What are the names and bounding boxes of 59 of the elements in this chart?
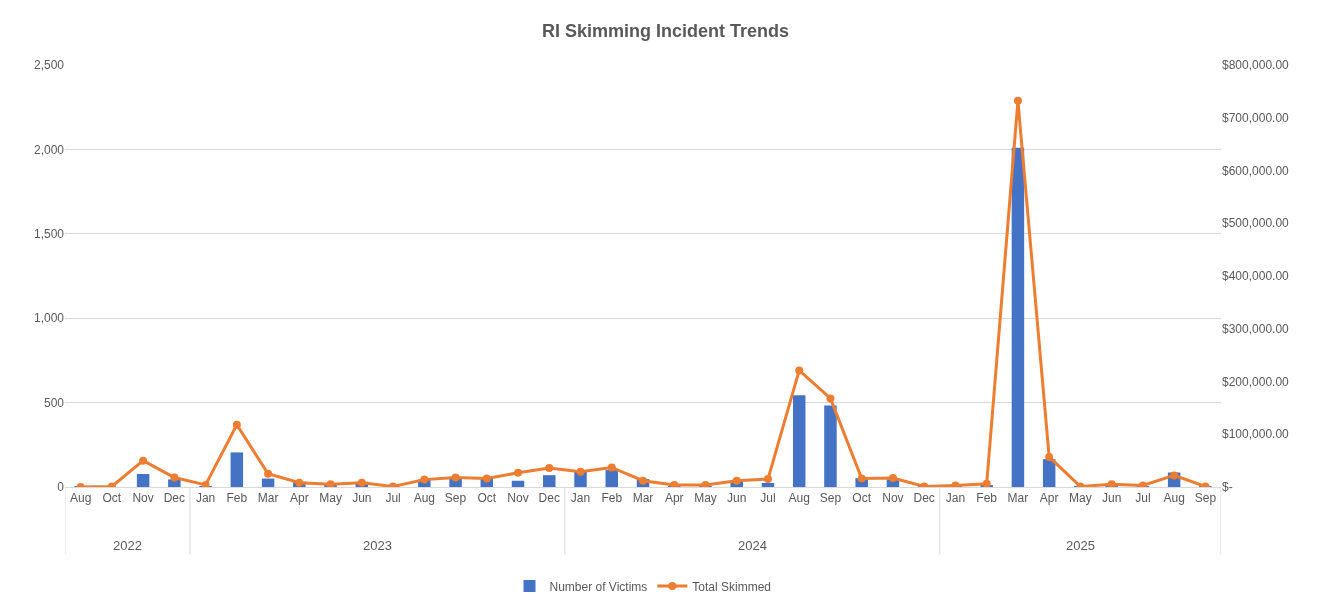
x-tick-label: Apr: [1039, 491, 1059, 506]
x-tick-label: Jul: [760, 491, 776, 506]
x-tick-label: Jul: [1135, 491, 1151, 506]
x-tick-label: Mar: [632, 491, 654, 506]
x-tick-label: Jul: [385, 491, 401, 506]
y2-tick-label: $800,000.00: [1222, 58, 1290, 73]
y2-tick-label: $300,000.00: [1222, 321, 1290, 336]
x-tick-label: Aug: [69, 491, 92, 506]
x-tick-label: Feb: [226, 491, 248, 506]
x-tick-label: Jan: [945, 491, 966, 506]
x-tick-label: May: [1069, 491, 1092, 506]
x-tick-label: Nov: [882, 491, 904, 506]
y2-tick-label: $500,000.00: [1222, 216, 1290, 231]
x-tick-label: Sep: [444, 491, 467, 506]
y2-tick-label: $100,000.00: [1222, 427, 1290, 442]
x-tick-label: Oct: [852, 491, 872, 506]
y-tick-label: 1,500: [33, 227, 65, 241]
x-tick-label: Dec: [163, 491, 186, 506]
x-tick-label: May: [319, 491, 342, 506]
x-tick-label: Sep: [819, 491, 842, 506]
y2-tick-label: $700,000.00: [1222, 110, 1290, 125]
x-tick-label: Dec: [538, 491, 560, 506]
y2-tick-label: $600,000.00: [1222, 163, 1290, 178]
x-tick-label: Mar: [1007, 491, 1029, 506]
x-tick-label: Jan: [570, 491, 591, 506]
y-tick-label: 0: [57, 480, 65, 495]
text: 2022: [113, 538, 142, 553]
y2-tick-label: $200,000.00: [1222, 374, 1290, 389]
y-tick-label: 1,000: [33, 311, 65, 326]
x-tick-label: Aug: [788, 491, 810, 506]
x-tick-label: Apr: [664, 491, 684, 506]
y-tick-label: 2,000: [33, 142, 65, 157]
x-tick-label: Jan: [195, 491, 216, 506]
y-tick-label: 2,500: [33, 58, 65, 73]
x-tick-label: Apr: [289, 491, 309, 506]
x-tick-label: Oct: [102, 491, 122, 506]
y2-tick-label: $-: [1222, 480, 1233, 495]
y2-tick-label: $400,000.00: [1222, 269, 1290, 284]
text: 2025: [1066, 538, 1095, 553]
text: 2023: [363, 538, 392, 553]
x-tick-label: Jun: [352, 491, 372, 506]
x-tick-label: Aug: [413, 491, 435, 506]
x-tick-label: Mar: [257, 491, 279, 506]
x-tick-label: Sep: [1194, 491, 1217, 506]
x-tick-label: Aug: [1163, 491, 1185, 506]
x-tick-label: Nov: [507, 491, 529, 506]
x-tick-label: Nov: [132, 491, 154, 506]
x-tick-label: Jun: [727, 491, 747, 506]
x-tick-label: Jun: [1101, 491, 1122, 506]
x-tick-label: Dec: [913, 491, 935, 506]
text: 2024: [738, 538, 767, 553]
x-tick-label: May: [694, 491, 717, 506]
chart-title: RI Skimming Incident Trends: [541, 21, 790, 42]
x-tick-label: Oct: [477, 491, 497, 506]
x-tick-label: Feb: [601, 491, 623, 506]
legend-label: Total Skimmed: [692, 579, 772, 594]
y-tick-label: 500: [43, 395, 65, 410]
legend-label: Number of Victims: [549, 579, 648, 594]
x-tick-label: Feb: [976, 491, 998, 506]
